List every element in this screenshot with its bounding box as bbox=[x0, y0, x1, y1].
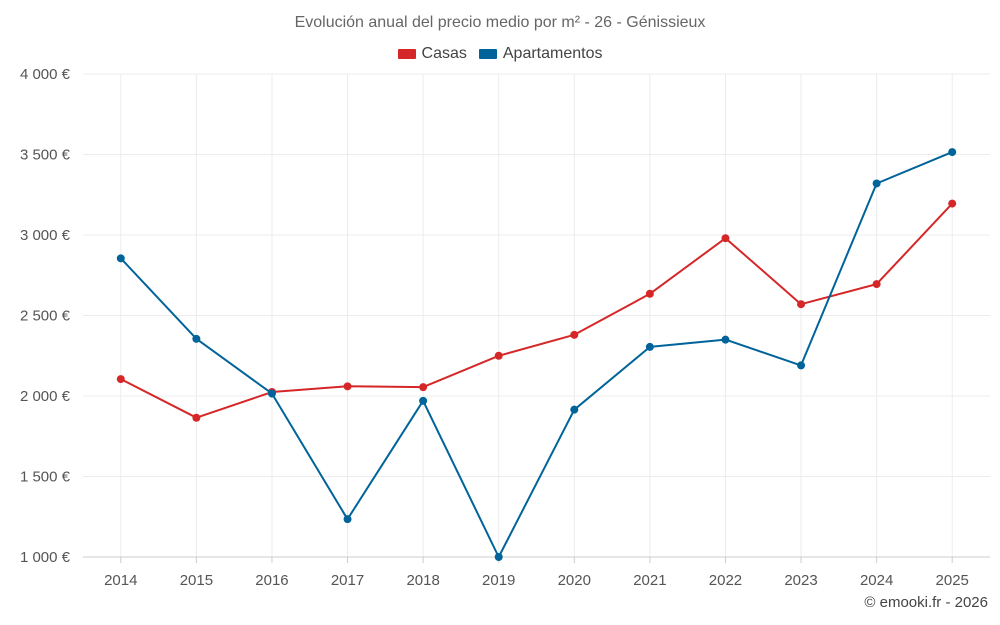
data-point-casas bbox=[494, 351, 503, 360]
chart-title: Evolución anual del precio medio por m² … bbox=[294, 14, 706, 31]
y-tick-label: 2 000 € bbox=[20, 388, 71, 405]
x-tick-label: 2025 bbox=[936, 572, 969, 589]
x-tick-label: 2014 bbox=[104, 572, 137, 589]
data-point-casas bbox=[570, 330, 579, 339]
series-layer bbox=[116, 148, 957, 561]
data-point-casas bbox=[948, 199, 957, 208]
data-point-apartamentos bbox=[948, 148, 957, 157]
data-point-casas bbox=[645, 289, 654, 298]
data-point-casas bbox=[419, 383, 428, 392]
legend-swatch-casas bbox=[397, 49, 416, 59]
data-point-apartamentos bbox=[192, 334, 201, 343]
legend: Casas Apartamentos bbox=[0, 45, 1000, 63]
x-tick-label: 2021 bbox=[633, 572, 666, 589]
x-tick-label: 2019 bbox=[482, 572, 515, 589]
data-point-apartamentos bbox=[419, 396, 428, 405]
y-tick-label: 1 500 € bbox=[20, 469, 71, 486]
y-tick-label: 3 500 € bbox=[20, 147, 71, 164]
x-tick-label: 2017 bbox=[331, 572, 364, 589]
series-line-casas bbox=[120, 202, 953, 419]
y-tick-label: 4 000 € bbox=[20, 66, 71, 83]
data-point-apartamentos bbox=[343, 515, 352, 524]
legend-label-apartamentos: Apartamentos bbox=[502, 45, 603, 62]
data-point-apartamentos bbox=[797, 361, 806, 370]
x-tick-label: 2018 bbox=[406, 572, 439, 589]
legend-item-apartamentos[interactable]: Apartamentos bbox=[478, 45, 603, 63]
data-point-casas bbox=[797, 300, 806, 309]
data-point-casas bbox=[116, 375, 125, 384]
data-point-apartamentos bbox=[267, 389, 276, 398]
y-tick-label: 2 500 € bbox=[20, 308, 71, 325]
data-point-apartamentos bbox=[494, 553, 503, 561]
grid bbox=[83, 73, 990, 557]
data-point-casas bbox=[192, 413, 201, 422]
data-point-apartamentos bbox=[721, 335, 730, 344]
x-tick-label: 2022 bbox=[709, 572, 742, 589]
data-point-casas bbox=[721, 234, 730, 243]
x-tick-label: 2020 bbox=[558, 572, 591, 589]
axes: 1 000 € 1 500 € 2 000 € 2 500 € 3 000 € 3 500… bbox=[20, 66, 990, 589]
y-tick-label: 3 000 € bbox=[20, 227, 71, 244]
x-tick-label: 2023 bbox=[784, 572, 817, 589]
x-tick-label: 2024 bbox=[860, 572, 893, 589]
data-point-apartamentos bbox=[645, 342, 654, 351]
x-tick-label: 2016 bbox=[255, 572, 288, 589]
data-point-casas bbox=[872, 280, 881, 289]
data-point-casas bbox=[343, 382, 352, 391]
series-line-apartamentos bbox=[120, 151, 953, 558]
copyright-watermark: © emooki.fr - 2026 bbox=[864, 594, 988, 611]
data-point-apartamentos bbox=[872, 179, 881, 188]
y-tick-label: 1 000 € bbox=[20, 549, 71, 566]
legend-swatch-apartamentos bbox=[478, 49, 497, 59]
x-tick-label: 2015 bbox=[180, 572, 213, 589]
legend-label-casas: Casas bbox=[421, 45, 467, 62]
data-point-apartamentos bbox=[116, 254, 125, 263]
legend-item-casas[interactable]: Casas bbox=[397, 45, 467, 63]
data-point-apartamentos bbox=[570, 405, 579, 414]
